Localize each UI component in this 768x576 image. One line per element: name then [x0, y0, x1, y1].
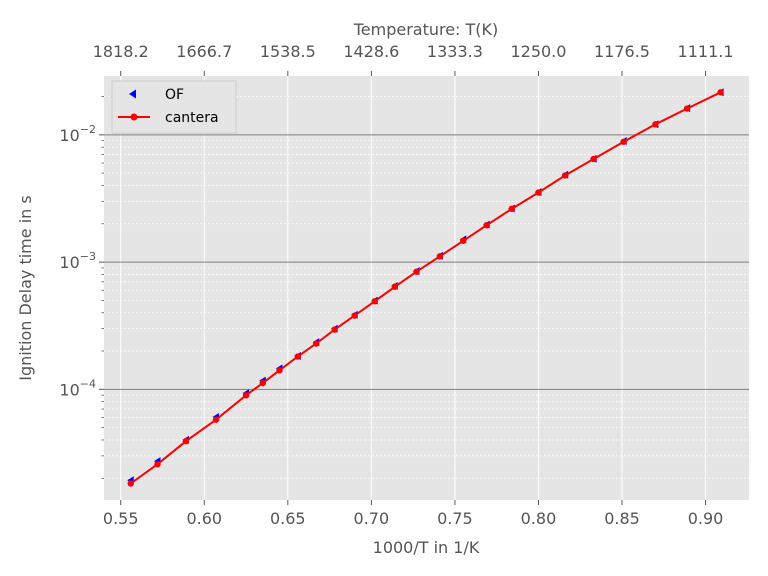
data-point-cantera: [331, 326, 338, 333]
data-point-cantera: [182, 438, 190, 445]
data-point-cantera: [154, 461, 161, 468]
data-point-cantera: [242, 392, 250, 399]
top-tick-label: 1538.5: [260, 42, 316, 61]
y-axis-ticks: 10−4 10−3 10−2: [59, 123, 104, 399]
top-tick-label: 1428.6: [343, 42, 399, 61]
data-point-cantera: [483, 221, 490, 229]
data-point-cantera: [717, 89, 724, 96]
top-axis-ticks: 1818.2 1666.7 1538.5 1428.6 1333.3 1250.0 1176…: [93, 42, 734, 76]
x-tick-label: 0.80: [521, 509, 557, 528]
data-point-cantera: [508, 205, 515, 213]
x-tick-label: 0.60: [186, 509, 222, 528]
x-axis-title: 1000/T in 1/K: [373, 538, 480, 557]
top-tick-label: 1111.1: [678, 42, 734, 61]
x-axis-ticks: 0.55 0.60 0.65 0.70 0.75 0.80 0.85 0.90: [103, 500, 723, 528]
legend-label-cantera: cantera: [165, 110, 219, 126]
data-point-cantera: [460, 237, 467, 244]
data-point-cantera: [127, 480, 134, 487]
minor-gridlines: [104, 96, 749, 479]
x-tick-label: 0.90: [688, 509, 724, 528]
x-tick-label: 0.65: [270, 509, 306, 528]
data-point-cantera: [212, 416, 220, 423]
data-point-cantera: [351, 312, 358, 319]
data-point-cantera: [391, 283, 398, 290]
legend-label-of: OF: [165, 87, 184, 103]
y-tick-label: 10−2: [59, 123, 96, 145]
data-point-cantera: [371, 298, 378, 305]
legend-marker-cantera: [130, 113, 138, 121]
data-point-cantera: [294, 353, 302, 360]
data-point-cantera: [652, 121, 659, 128]
data-point-cantera: [276, 367, 283, 374]
legend: OF cantera: [111, 80, 237, 134]
y-axis-title: Ignition Delay time in s: [16, 195, 35, 380]
top-tick-label: 1333.3: [427, 42, 483, 61]
y-minor-ticks: [101, 96, 104, 479]
data-point-cantera: [413, 268, 420, 275]
top-axis-title: Temperature: T(K): [353, 20, 499, 39]
x-tick-label: 0.75: [437, 509, 473, 528]
data-point-cantera: [313, 340, 320, 347]
x-tick-label: 0.85: [604, 509, 640, 528]
x-tick-label: 0.55: [103, 509, 139, 528]
data-point-cantera: [259, 379, 266, 387]
data-point-cantera: [535, 189, 542, 196]
data-point-cantera: [561, 172, 569, 179]
top-tick-label: 1818.2: [93, 42, 149, 61]
legend-marker-of: [129, 89, 136, 99]
data-point-cantera: [436, 253, 444, 260]
y-tick-label: 10−4: [59, 377, 96, 399]
plot-background: [104, 76, 749, 500]
data-point-cantera: [683, 105, 691, 112]
major-gridlines: [104, 76, 749, 500]
data-point-cantera: [620, 138, 627, 145]
y-tick-label: 10−3: [59, 250, 96, 272]
x-tick-label: 0.70: [354, 509, 390, 528]
series-layer: [127, 88, 724, 487]
top-tick-label: 1250.0: [510, 42, 566, 61]
legend-box: [111, 80, 237, 134]
top-tick-label: 1176.5: [594, 42, 650, 61]
data-point-cantera: [590, 155, 597, 163]
top-tick-label: 1666.7: [176, 42, 232, 61]
